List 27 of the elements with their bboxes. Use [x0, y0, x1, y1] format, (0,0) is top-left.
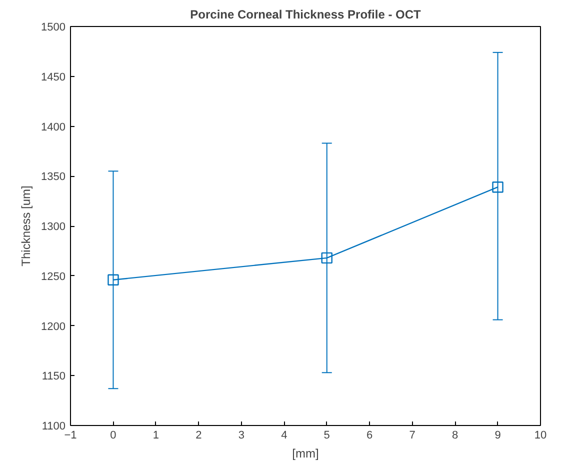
x-tick-label: 10 [534, 430, 547, 442]
y-tick-label: 1200 [41, 320, 66, 333]
x-tick-label: 8 [452, 430, 458, 442]
y-tick-label: 1250 [41, 270, 66, 283]
x-tick-label: 9 [494, 430, 501, 442]
point [492, 182, 504, 193]
y-tick-label: 1300 [41, 221, 66, 233]
chart-title: Porcine Corneal Thickness Profile - OCT [190, 8, 422, 22]
x-tick-label: −1 [64, 430, 77, 442]
x-tick-label: 6 [366, 430, 373, 442]
x-tick-label: 2 [196, 430, 202, 442]
y-axis-title: Thickness [um] [19, 186, 34, 266]
x-tick-label: 3 [238, 430, 244, 442]
x-tick-label: 4 [281, 430, 288, 442]
y-tick-label: 1500 [41, 22, 66, 34]
x-tick-label: 5 [324, 430, 330, 442]
point [321, 252, 332, 264]
x-tick-label: 1 [152, 430, 160, 442]
y-tick-label: 1400 [41, 121, 66, 134]
x-axis-title: [mm] [292, 446, 319, 460]
x-tick-label: 7 [409, 430, 416, 442]
y-tick-label: 1350 [41, 171, 66, 184]
y-tick-label: 1150 [42, 370, 66, 383]
point [108, 274, 119, 286]
y-tick-label: 1100 [42, 420, 66, 432]
y-tick-label: 1450 [41, 71, 66, 84]
x-tick-label: 0 [110, 430, 116, 442]
